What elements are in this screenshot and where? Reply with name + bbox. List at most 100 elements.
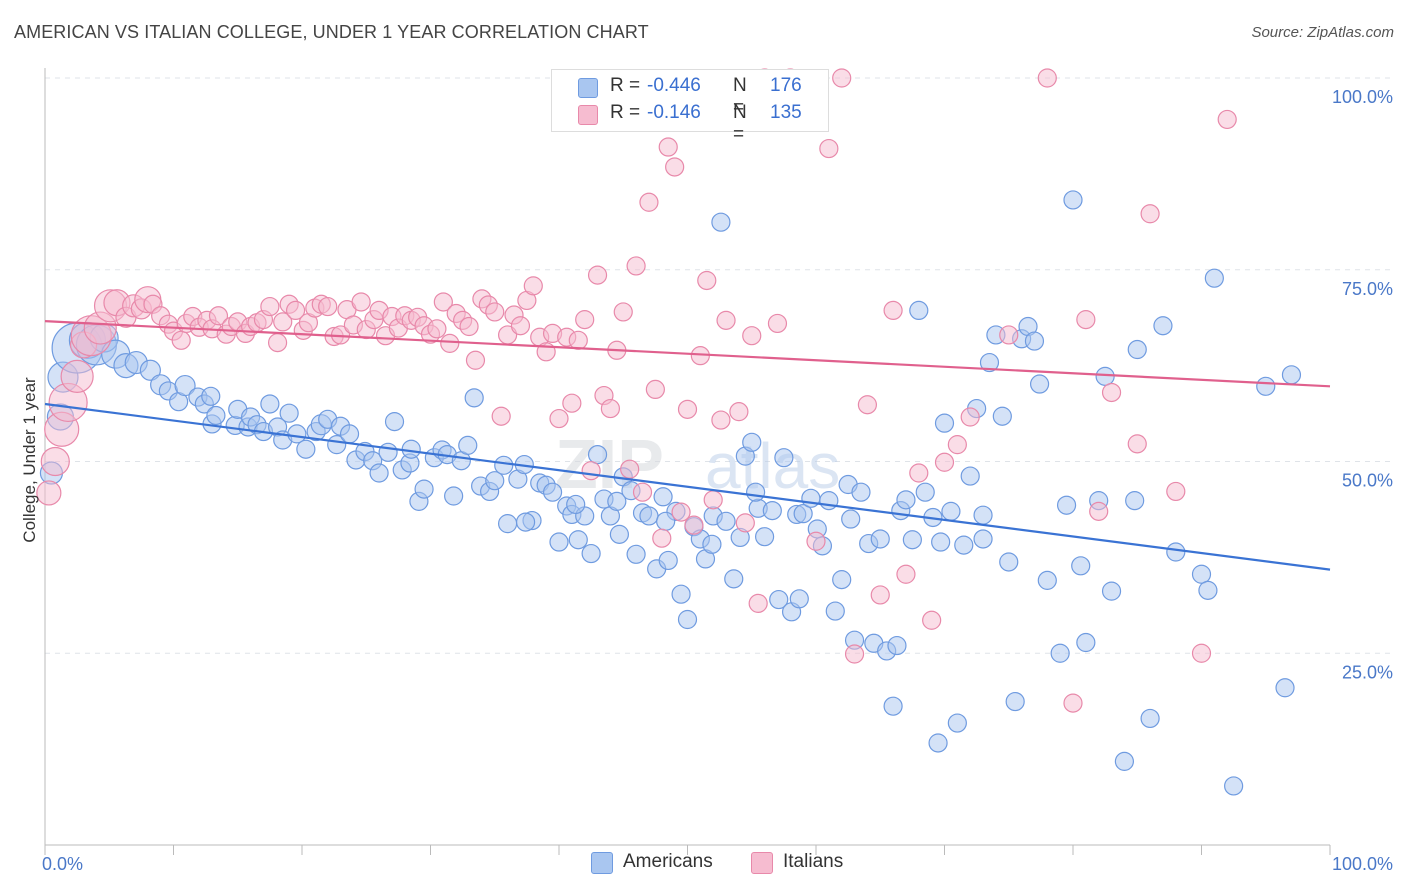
- data-point: [671, 502, 691, 522]
- data-point: [1191, 564, 1212, 584]
- data-point: [769, 589, 789, 610]
- data-point: [851, 482, 871, 502]
- data-point: [658, 137, 678, 157]
- series-americans: [39, 190, 1302, 796]
- data-point: [40, 446, 70, 477]
- data-point: [677, 609, 698, 630]
- data-point: [201, 386, 221, 406]
- data-point: [1071, 556, 1091, 576]
- data-point: [485, 302, 505, 322]
- legend-swatch-americans: [578, 78, 598, 98]
- data-point: [384, 412, 405, 432]
- data-point: [287, 424, 307, 444]
- data-point: [954, 535, 974, 555]
- legend-r-value: -0.146: [647, 102, 701, 123]
- data-point: [844, 644, 865, 664]
- data-point: [510, 316, 531, 336]
- data-point: [1056, 495, 1077, 515]
- data-point: [870, 529, 890, 549]
- data-point: [724, 569, 744, 589]
- data-point: [523, 276, 543, 296]
- data-point: [609, 524, 629, 544]
- data-point: [491, 406, 511, 426]
- data-point: [1063, 190, 1083, 210]
- data-point: [870, 585, 890, 605]
- data-point: [1101, 382, 1122, 403]
- data-point: [549, 408, 569, 429]
- data-point: [351, 292, 371, 312]
- legend-swatch-americans: [591, 852, 613, 874]
- data-point: [677, 399, 698, 419]
- data-point: [928, 733, 948, 753]
- data-point: [369, 463, 389, 483]
- data-point: [832, 570, 852, 590]
- watermark-atlas: atlas: [705, 430, 840, 502]
- data-point: [587, 265, 608, 285]
- data-point: [1140, 204, 1160, 224]
- data-point: [458, 435, 478, 455]
- y-tick-label: 25.0%: [1342, 662, 1393, 682]
- data-point: [1140, 708, 1160, 729]
- data-point: [1029, 374, 1050, 394]
- legend-n-label: N =: [733, 75, 747, 118]
- data-point: [774, 448, 794, 468]
- data-point: [658, 550, 678, 571]
- data-point: [671, 584, 691, 604]
- data-point: [465, 350, 486, 370]
- data-point: [498, 514, 518, 534]
- y-tick-label: 50.0%: [1342, 471, 1393, 491]
- data-point: [665, 157, 685, 177]
- data-point: [941, 501, 961, 521]
- data-point: [279, 403, 299, 423]
- data-point: [549, 532, 569, 552]
- data-point: [909, 300, 929, 321]
- data-point: [1076, 632, 1096, 653]
- data-point: [1198, 580, 1218, 600]
- data-point: [915, 482, 935, 502]
- data-point: [464, 388, 484, 408]
- data-point: [494, 455, 514, 475]
- data-point: [979, 352, 1000, 373]
- data-point: [587, 444, 608, 465]
- data-point: [716, 511, 736, 531]
- data-point: [896, 564, 916, 584]
- data-point: [703, 490, 723, 510]
- data-point: [645, 379, 665, 400]
- data-point: [1063, 693, 1083, 713]
- data-point: [600, 398, 621, 419]
- data-point: [960, 407, 980, 427]
- data-point: [652, 528, 672, 548]
- grid-lines: [45, 77, 1390, 654]
- data-point: [902, 530, 922, 550]
- data-point: [883, 300, 903, 321]
- data-point: [613, 302, 633, 322]
- trend-line-americans: [44, 402, 1331, 571]
- data-point: [702, 534, 722, 554]
- data-point: [1153, 316, 1173, 336]
- data-point: [1101, 581, 1122, 601]
- data-point: [841, 509, 861, 529]
- data-point: [819, 138, 839, 159]
- data-point: [1095, 366, 1115, 386]
- data-point: [171, 330, 191, 350]
- data-point: [999, 325, 1019, 345]
- data-point: [746, 482, 766, 502]
- data-point: [922, 610, 942, 630]
- data-point: [285, 300, 306, 321]
- data-point: [1114, 751, 1135, 771]
- data-point: [1125, 491, 1145, 511]
- data-point: [735, 513, 755, 533]
- y-tick-label: 75.0%: [1342, 279, 1393, 299]
- data-point: [414, 479, 434, 499]
- axis-labels: 25.0% 50.0% 75.0% 100.0% 0.0% 100.0% College, …: [20, 87, 1393, 874]
- data-point: [973, 529, 993, 549]
- data-point: [433, 292, 453, 312]
- data-point: [1256, 376, 1276, 396]
- data-point: [459, 316, 479, 337]
- legend-r-value: -0.446: [647, 75, 701, 96]
- data-point: [1127, 339, 1147, 360]
- data-point: [440, 333, 460, 353]
- data-point: [632, 482, 653, 502]
- data-point: [273, 312, 293, 332]
- data-point: [568, 530, 588, 550]
